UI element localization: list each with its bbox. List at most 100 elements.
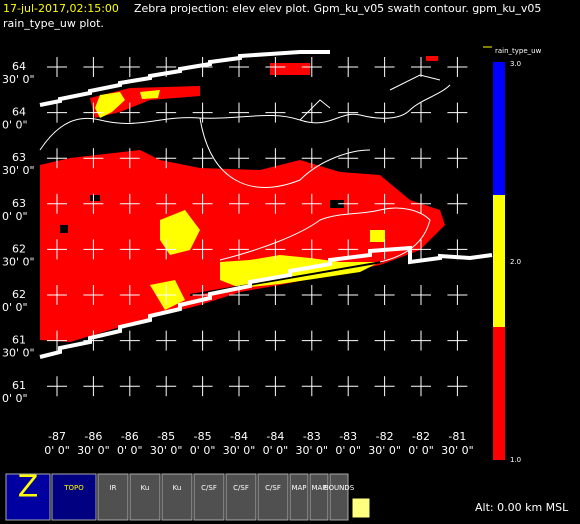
button-label[interactable]: MAP xyxy=(311,484,326,492)
lon-label: 30' 0" xyxy=(441,444,474,457)
button-label[interactable]: TOPO xyxy=(63,484,84,492)
button-face[interactable] xyxy=(329,473,349,521)
colorbar-segment xyxy=(493,327,505,460)
grid-toggle[interactable] xyxy=(351,497,371,519)
toolbar-button[interactable]: Ku xyxy=(129,473,161,521)
lat-label: 62 xyxy=(12,288,26,301)
lon-label: -81 xyxy=(448,430,466,443)
toolbar-button[interactable]: TOPO xyxy=(51,473,97,521)
lon-label: -84 xyxy=(266,430,284,443)
lon-label: -87 xyxy=(48,430,66,443)
lon-label: 0' 0" xyxy=(190,444,216,457)
rain-gap xyxy=(330,200,344,208)
rain-stratiform xyxy=(270,63,310,75)
button-face[interactable] xyxy=(309,473,329,521)
lat-label: 64 xyxy=(12,106,26,119)
toolbar-button[interactable]: Ku xyxy=(161,473,193,521)
lat-label: 63 xyxy=(12,151,26,164)
rain-stratiform xyxy=(40,150,445,342)
toolbar-button[interactable]: BOUNDS xyxy=(324,473,355,521)
lon-label: 30' 0" xyxy=(223,444,256,457)
toolbar-button[interactable]: C/SF xyxy=(225,473,257,521)
lat-label: 64 xyxy=(12,60,26,73)
colorbar-label: 2.0 xyxy=(510,258,521,266)
swath-edge xyxy=(39,50,493,359)
lon-label: 30' 0" xyxy=(296,444,329,457)
button-label[interactable]: Z xyxy=(18,470,39,505)
colorbar: rain_type_uw 3.0 2.0 1.0 xyxy=(483,46,542,464)
rain-convective xyxy=(140,90,160,99)
button-face[interactable] xyxy=(51,473,97,521)
title-line1: Zebra projection: elev elev plot. Gpm_ku… xyxy=(134,2,541,15)
lat-label: 0' 0" xyxy=(2,301,28,314)
button-face[interactable] xyxy=(129,473,161,521)
button-label[interactable]: MAP xyxy=(291,484,306,492)
lon-label: 0' 0" xyxy=(335,444,361,457)
lon-label: 0' 0" xyxy=(408,444,434,457)
button-face[interactable] xyxy=(97,473,129,521)
button-label[interactable]: C/SF xyxy=(233,484,249,492)
title-line2: rain_type_uw plot. xyxy=(3,17,104,30)
graticule xyxy=(47,57,468,397)
coastline xyxy=(39,74,451,263)
toolbar-button[interactable]: MAP xyxy=(309,473,329,521)
lon-label: -82 xyxy=(376,430,394,443)
button-label[interactable]: C/SF xyxy=(201,484,217,492)
lat-label: 0' 0" xyxy=(2,119,28,132)
rain-gap xyxy=(60,225,68,233)
lat-label: 0' 0" xyxy=(2,392,28,405)
button-label[interactable]: Ku xyxy=(173,484,182,492)
lon-label: 30' 0" xyxy=(77,444,110,457)
status: Alt: 0.00 km MSL xyxy=(475,501,569,514)
lat-label: 61 xyxy=(12,379,26,392)
toolbar-button[interactable]: Z xyxy=(5,470,51,521)
rain-stratiform xyxy=(426,56,438,61)
button-face[interactable] xyxy=(5,473,51,521)
button-face[interactable] xyxy=(193,473,225,521)
rain-convective xyxy=(160,210,200,255)
lat-label: 30' 0" xyxy=(2,164,35,177)
colorbar-segment xyxy=(493,195,505,327)
colorbar-segment xyxy=(493,62,505,195)
toolbar-button[interactable]: C/SF xyxy=(257,473,289,521)
button-face[interactable] xyxy=(225,473,257,521)
rain-gap xyxy=(90,195,100,201)
lon-label: 0' 0" xyxy=(117,444,143,457)
lat-label: 63 xyxy=(12,197,26,210)
toolbar-button[interactable]: MAP xyxy=(289,473,309,521)
button-face[interactable] xyxy=(161,473,193,521)
lat-label: 30' 0" xyxy=(2,73,35,86)
lon-label: -83 xyxy=(339,430,357,443)
button-face[interactable] xyxy=(257,473,289,521)
lat-label: 30' 0" xyxy=(2,255,35,268)
rain-convective xyxy=(95,92,125,118)
lon-label: 0' 0" xyxy=(263,444,289,457)
colorbar-title: rain_type_uw xyxy=(495,47,542,55)
button-label[interactable]: C/SF xyxy=(265,484,281,492)
colorbar-label: 3.0 xyxy=(510,60,521,68)
toolbar-button[interactable]: IR xyxy=(97,473,129,521)
lon-label: -84 xyxy=(230,430,248,443)
lon-label: -86 xyxy=(84,430,102,443)
button-label[interactable]: IR xyxy=(110,484,117,492)
colorbar-label: 1.0 xyxy=(510,456,521,464)
button-face[interactable] xyxy=(289,473,309,521)
datetime: 17-jul-2017,02:15:00 xyxy=(3,2,119,15)
lon-label: -85 xyxy=(157,430,175,443)
lon-label: -82 xyxy=(412,430,430,443)
lon-label: -83 xyxy=(303,430,321,443)
button-label[interactable]: Ku xyxy=(141,484,150,492)
rain-convective xyxy=(370,230,385,242)
button-label[interactable]: BOUNDS xyxy=(324,484,355,492)
lon-label: -85 xyxy=(194,430,212,443)
lon-label: 30' 0" xyxy=(150,444,183,457)
lat-label: 62 xyxy=(12,242,26,255)
lon-label: -86 xyxy=(121,430,139,443)
lat-label: 30' 0" xyxy=(2,347,35,360)
track-line xyxy=(189,261,383,296)
lon-label: 30' 0" xyxy=(368,444,401,457)
lat-label: 61 xyxy=(12,334,26,347)
toolbar-button[interactable]: C/SF xyxy=(193,473,225,521)
